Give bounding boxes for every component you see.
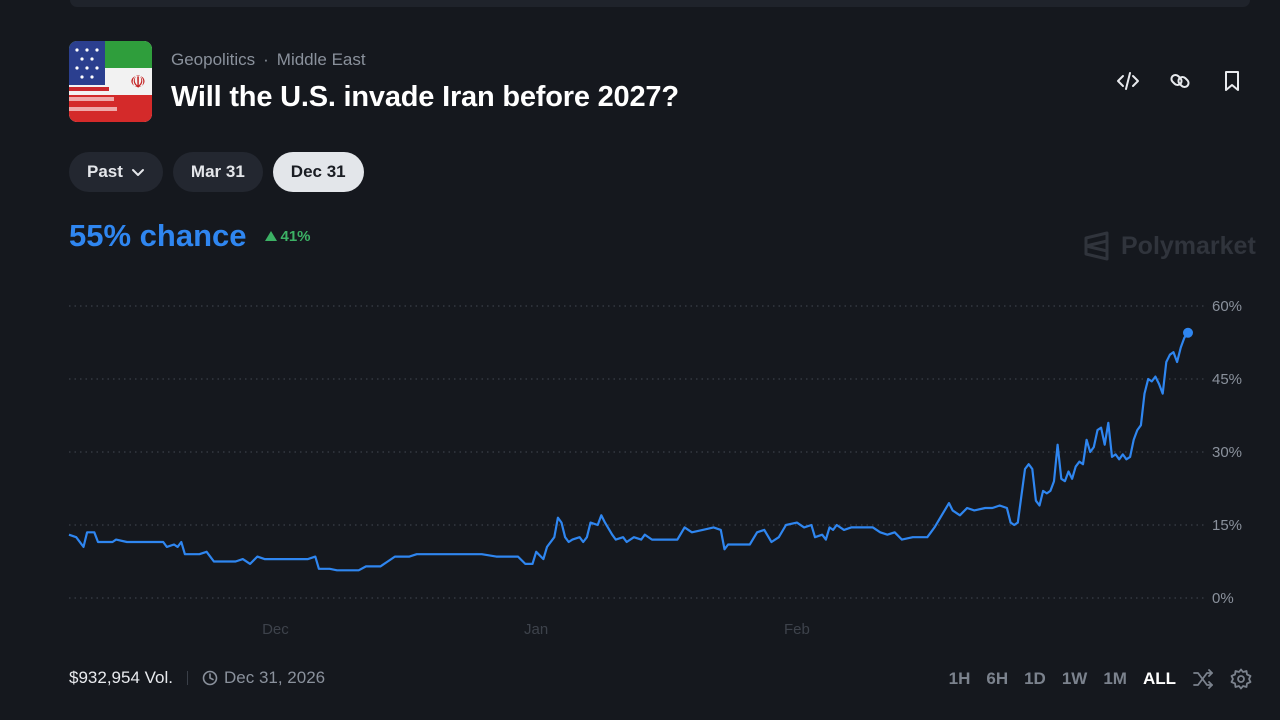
volume-text: $932,954 Vol. [69, 668, 173, 687]
market-flag-icon: ☫ [69, 41, 152, 122]
market-stats: $932,954 Vol. Dec 31, 2026 [69, 668, 325, 688]
bookmark-icon [1225, 71, 1239, 91]
range-all[interactable]: ALL [1142, 669, 1176, 688]
end-date-text: Dec 31, 2026 [223, 668, 326, 687]
svg-text:☫: ☫ [130, 72, 146, 93]
polymarket-watermark: Polymarket [1083, 231, 1256, 261]
range-1d[interactable]: 1D [1024, 669, 1046, 688]
y-tick-label: 0% [1212, 590, 1234, 607]
past-dropdown-button[interactable]: Past [69, 152, 163, 192]
range-1m[interactable]: 1M [1103, 669, 1127, 688]
x-tick-label: Jan [524, 621, 548, 638]
market-title: Will the U.S. invade Iran before 2027? [171, 81, 679, 113]
breadcrumb: Geopolitics · Middle East [171, 50, 366, 70]
chance-change: 41% [264, 227, 311, 245]
y-tick-label: 45% [1212, 371, 1242, 388]
time-range-selector: 1H 6H 1D 1W 1M ALL [949, 666, 1252, 692]
probability-chart[interactable]: 0% 15% 30% 45% 60% Dec Jan Feb [0, 280, 1280, 650]
gear-icon [1230, 668, 1252, 690]
date-pill-mar-31[interactable]: Mar 31 [172, 152, 263, 192]
divider [186, 671, 188, 685]
clock-icon [202, 670, 218, 686]
y-tick-label: 30% [1212, 444, 1242, 461]
triangle-up-icon [264, 231, 277, 241]
watermark-text: Polymarket [1121, 231, 1256, 260]
chance-summary: 55% chance 41% [69, 218, 311, 254]
chance-value: 55% chance [69, 218, 247, 253]
range-1w[interactable]: 1W [1061, 669, 1088, 688]
y-tick-label: 15% [1212, 517, 1242, 534]
header-actions [1116, 66, 1244, 96]
x-tick-label: Dec [262, 621, 289, 638]
x-tick-label: Feb [784, 621, 810, 638]
breadcrumb-category[interactable]: Geopolitics [171, 50, 256, 69]
chevron-down-icon [131, 169, 144, 176]
shuffle-icon [1193, 669, 1213, 689]
current-value-point [1183, 327, 1193, 338]
copy-link-button[interactable] [1168, 66, 1192, 96]
past-label: Past [87, 162, 123, 181]
date-pill-dec-31[interactable]: Dec 31 [272, 152, 364, 192]
breadcrumb-separator: · [263, 50, 269, 69]
code-embed-icon [1117, 72, 1139, 90]
end-date: Dec 31, 2026 [202, 668, 325, 688]
bookmark-button[interactable] [1220, 66, 1244, 96]
link-icon [1170, 73, 1190, 89]
y-tick-label: 60% [1212, 298, 1242, 315]
embed-button[interactable] [1116, 66, 1140, 96]
breadcrumb-subcategory[interactable]: Middle East [276, 50, 366, 69]
shuffle-button[interactable] [1192, 666, 1214, 692]
top-search-bar-edge [70, 0, 1250, 7]
series-line [68, 332, 1189, 572]
polymarket-logo-icon [1084, 231, 1109, 261]
date-filter-pills: Past Mar 31 Dec 31 [69, 152, 364, 192]
chance-change-value: 41% [280, 227, 311, 245]
chart-settings-button[interactable] [1230, 666, 1252, 692]
range-6h[interactable]: 6H [986, 669, 1009, 688]
range-1h[interactable]: 1H [948, 669, 971, 688]
